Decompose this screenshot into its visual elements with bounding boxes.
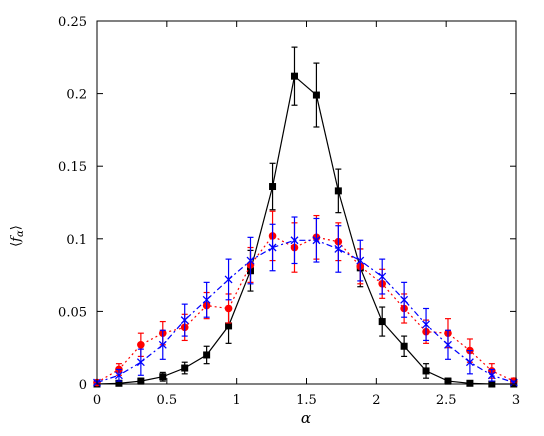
- x-tick-label: 3: [512, 393, 520, 408]
- x-tick-label: 2.5: [436, 393, 457, 408]
- data-point-x-stroke: [312, 236, 321, 245]
- data-point-x-stroke: [224, 275, 233, 284]
- plot-axes-layer: 0 0.5 1 1.5 2 2.5 3 0 0.05 0.1 0.15 0.2 0.25: [58, 15, 520, 408]
- data-point-x: [180, 316, 189, 325]
- data-point-square: [159, 373, 167, 381]
- data-point-x: [487, 371, 496, 380]
- data-point-x-stroke: [202, 295, 211, 304]
- series-x: [93, 216, 518, 387]
- data-point-square: [422, 367, 430, 375]
- data-point-x: [246, 256, 255, 265]
- y-axis-label: ⟨fα⟩: [9, 225, 26, 247]
- series-line: [96, 235, 515, 384]
- data-point-square: [466, 379, 474, 387]
- data-point-x-stroke: [246, 256, 255, 265]
- series-line: [96, 239, 514, 384]
- data-point-x-stroke: [422, 320, 431, 329]
- plot-series-layer: [93, 46, 518, 388]
- data-point-square: [225, 322, 233, 330]
- data-point-x: [312, 236, 321, 245]
- data-point-x: [422, 320, 431, 329]
- data-point-x-stroke: [180, 316, 189, 325]
- x-tick-label: 2: [372, 393, 380, 408]
- data-point-square: [334, 187, 342, 195]
- series-circle: [93, 210, 518, 387]
- data-point-x: [158, 340, 167, 349]
- data-point-square: [203, 351, 211, 359]
- data-point-x: [444, 340, 452, 349]
- plot-frame: [96, 20, 517, 385]
- data-point-x: [465, 358, 474, 367]
- data-point-square: [115, 379, 123, 387]
- y-tick-label: 0.2: [66, 88, 87, 103]
- data-point-square: [444, 377, 452, 385]
- y-tick-label: 0.25: [58, 15, 87, 30]
- y-tick-label: 0: [79, 378, 87, 393]
- data-point-x-stroke: [158, 340, 167, 349]
- data-point-square: [378, 318, 386, 326]
- data-point-x: [268, 243, 277, 252]
- data-point-x-stroke: [400, 295, 409, 304]
- data-point-x: [202, 295, 211, 304]
- data-point-x: [114, 371, 123, 380]
- data-point-x: [290, 236, 299, 245]
- data-point-x: [400, 295, 409, 304]
- data-point-x: [356, 256, 365, 265]
- data-point-x-stroke: [378, 272, 387, 281]
- x-tick-label: 1: [233, 393, 241, 408]
- data-point-square: [137, 377, 145, 385]
- y-tick-label: 0.1: [66, 233, 87, 248]
- data-point-x: [378, 272, 387, 281]
- data-point-square: [312, 91, 320, 99]
- data-point-square: [181, 364, 189, 372]
- data-point-x: [224, 275, 233, 284]
- data-point-x-stroke: [334, 245, 343, 253]
- data-point-x: [334, 245, 343, 253]
- x-tick-label: 0.5: [156, 393, 177, 408]
- data-point-x: [136, 358, 145, 367]
- data-point-x-stroke: [356, 256, 365, 265]
- data-point-x-stroke: [114, 371, 123, 380]
- series-line: [96, 75, 514, 385]
- data-point-x-stroke: [290, 236, 299, 245]
- x-tick-label: 1.5: [296, 393, 317, 408]
- data-point-circle: [137, 340, 145, 349]
- data-point-square: [290, 72, 298, 80]
- data-point-x-stroke: [444, 340, 452, 349]
- data-point-circle: [224, 304, 233, 313]
- data-point-x-stroke: [487, 371, 496, 380]
- data-point-square: [400, 342, 408, 350]
- data-point-x-stroke: [268, 243, 277, 252]
- data-point-square: [269, 183, 277, 191]
- y-tick-label: 0.05: [58, 305, 87, 320]
- data-point-x-stroke: [136, 358, 145, 367]
- y-tick-label: 0.15: [58, 160, 87, 175]
- x-axis-label: α: [301, 409, 311, 427]
- x-tick-label: 0: [93, 393, 101, 408]
- data-point-x-stroke: [465, 358, 474, 367]
